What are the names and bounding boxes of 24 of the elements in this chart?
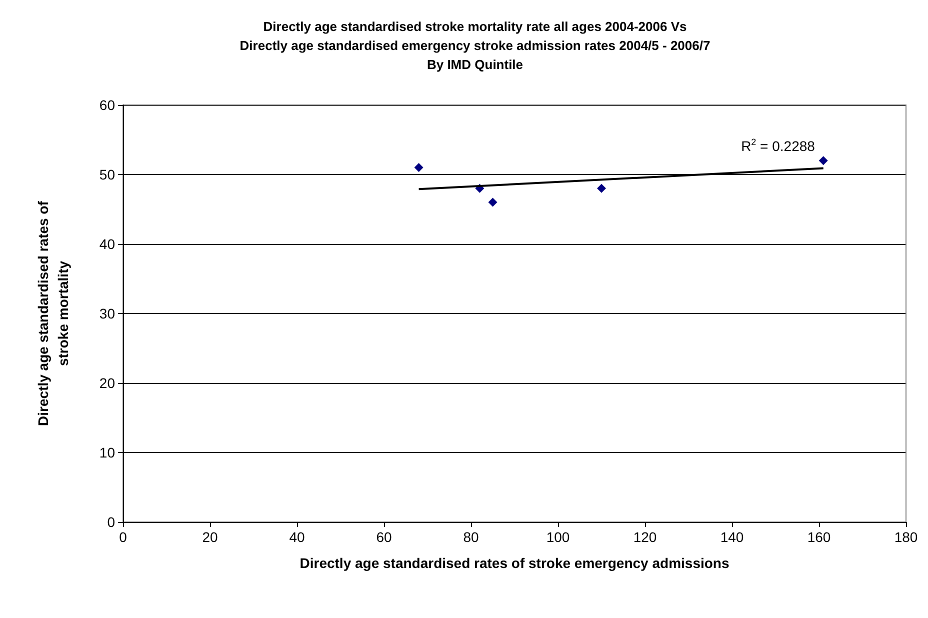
y-tick-label: 40 — [99, 236, 116, 252]
y-tick-label: 30 — [99, 306, 116, 322]
x-tick-label: 180 — [894, 529, 918, 545]
point — [414, 163, 424, 172]
x-tick-label: 0 — [119, 529, 128, 545]
y-tick-label: 60 — [99, 97, 116, 113]
y-tick-label: 20 — [99, 375, 116, 391]
x-tick-label: 140 — [720, 529, 744, 545]
point — [488, 198, 498, 207]
x-tick-label: 160 — [807, 529, 831, 545]
x-tick-label: 120 — [633, 529, 657, 545]
y-axis-title: Directly age standardised rates of stroke mortality — [35, 200, 71, 426]
x-tick-label: 20 — [202, 529, 218, 545]
x-tick-label: 60 — [376, 529, 392, 545]
x-tick-label: 40 — [289, 529, 305, 545]
x-tick-label: 100 — [546, 529, 570, 545]
y-tick-label: 10 — [99, 444, 116, 460]
point — [818, 156, 828, 166]
x-tick-label: 80 — [463, 529, 479, 545]
point — [597, 184, 606, 193]
x-axis-title: Directly age standardised rates of stroke emergency admissions — [300, 555, 730, 571]
y-tick-label: 50 — [99, 166, 116, 182]
y-tick-label: 0 — [107, 514, 116, 530]
chart-title: Directly age standardised stroke mortality rate all ages 2004-2006 Vs Directly age standardised emergency stroke admission rates 2004/5 - 2006/7 By IMD Quintile — [240, 19, 710, 72]
